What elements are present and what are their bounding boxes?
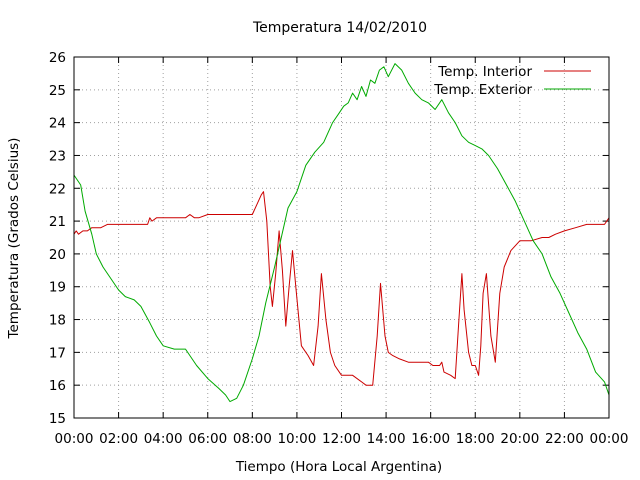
x-axis-ticks: 00:00 02:00 04:00 06:00 08:00 10:00 12:00 14:00… [55, 57, 629, 447]
y-tick-label: 25 [49, 83, 66, 99]
legend-label: Temp. Interior [437, 64, 532, 80]
series-lines [73, 63, 610, 403]
x-tick-label: 22:00 [545, 431, 584, 447]
y-tick-label: 16 [49, 378, 66, 394]
x-tick-label: 16:00 [411, 431, 450, 447]
x-tick-label: 12:00 [322, 431, 361, 447]
y-tick-label: 24 [49, 116, 66, 132]
y-tick-label: 15 [49, 411, 66, 427]
x-tick-label: 00:00 [590, 431, 629, 447]
x-tick-label: 00:00 [55, 431, 94, 447]
legend: Temp. Interior Temp. Exterior [433, 64, 591, 98]
y-tick-label: 26 [49, 50, 66, 66]
y-tick-label: 23 [49, 148, 66, 164]
y-tick-label: 19 [49, 280, 66, 296]
series-line-temp-interior [73, 191, 610, 386]
y-axis-label: Temperatura (Grados Celsius) [6, 138, 22, 340]
x-tick-label: 20:00 [500, 431, 539, 447]
series-line-temp-exterior [73, 63, 610, 403]
plot-frame [73, 56, 610, 419]
grid [74, 57, 609, 418]
x-tick-label: 18:00 [456, 431, 495, 447]
y-tick-label: 17 [49, 345, 66, 361]
x-tick-label: 02:00 [99, 431, 138, 447]
x-axis-label: Tiempo (Hora Local Argentina) [235, 459, 442, 475]
y-tick-label: 21 [49, 214, 66, 230]
chart-title: Temperatura 14/02/2010 [252, 20, 427, 36]
x-tick-label: 06:00 [188, 431, 227, 447]
x-tick-label: 10:00 [277, 431, 316, 447]
x-tick-label: 08:00 [233, 431, 272, 447]
legend-label: Temp. Exterior [433, 82, 532, 98]
x-tick-label: 04:00 [144, 431, 183, 447]
y-axis-ticks: 15 16 17 18 19 20 21 22 23 24 25 26 [49, 50, 609, 427]
y-tick-label: 18 [49, 313, 66, 329]
y-tick-label: 20 [49, 247, 66, 263]
y-tick-label: 22 [49, 181, 66, 197]
x-tick-label: 14:00 [367, 431, 406, 447]
